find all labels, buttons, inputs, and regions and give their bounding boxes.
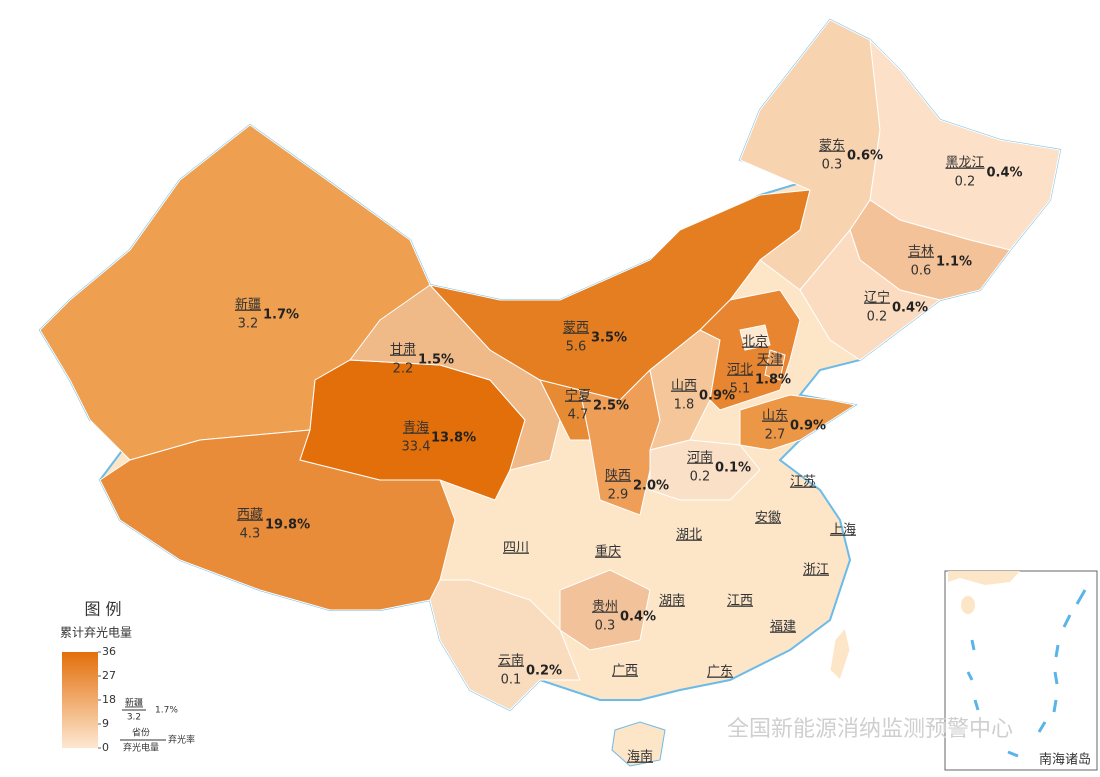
province-name: 四川 xyxy=(503,541,529,556)
province-amount: 2.9 xyxy=(608,488,629,503)
legend-tick-label: 36 xyxy=(102,645,116,658)
province-rate: 1.5% xyxy=(418,353,454,368)
province-rate: 13.8% xyxy=(431,431,476,446)
province xyxy=(764,349,786,381)
province-name: 浙江 xyxy=(803,563,829,578)
province-name: 安徽 xyxy=(755,511,781,526)
province-name: 湖南 xyxy=(659,593,685,609)
province xyxy=(799,228,942,361)
province-name: 福建 xyxy=(770,620,796,635)
province-amount: 0.2 xyxy=(955,175,976,190)
province-name: 上海 xyxy=(830,523,856,538)
legend-sample-province: 新疆 xyxy=(125,697,143,709)
province xyxy=(349,284,561,471)
province xyxy=(539,379,591,441)
legend-subtitle: 累计弃光电量 xyxy=(60,625,132,640)
province-amount: 2.7 xyxy=(765,428,786,443)
province-amount: 2.2 xyxy=(393,362,414,377)
province-rate: 0.4% xyxy=(987,166,1023,181)
province-rate: 0.6% xyxy=(847,149,883,164)
province-rate: 0.9% xyxy=(790,419,826,434)
taiwan xyxy=(829,626,851,681)
legend-tick-label: 27 xyxy=(102,669,116,682)
legend-title: 图 例 xyxy=(84,600,121,619)
province-name: 河北 xyxy=(727,363,753,378)
legend-tick-label: 0 xyxy=(102,741,109,754)
province-amount: 0.3 xyxy=(822,158,843,173)
legend-key-province: 省份 xyxy=(132,727,150,739)
legend-tick-label: 18 xyxy=(102,693,116,706)
province xyxy=(739,324,771,351)
province xyxy=(739,394,857,451)
inset-islands xyxy=(966,589,1087,758)
province-amount: 0.2 xyxy=(867,310,888,325)
inset-land xyxy=(948,571,1020,585)
legend-key-amount: 弃光电量 xyxy=(123,742,159,754)
province xyxy=(649,439,761,501)
province-name: 江西 xyxy=(727,594,753,609)
province-amount: 3.2 xyxy=(238,317,259,332)
province-name: 甘肃 xyxy=(390,343,416,358)
province-name: 海南 xyxy=(627,749,653,765)
province-name: 湖北 xyxy=(676,528,702,543)
province-name: 广东 xyxy=(707,665,733,680)
province-name: 江苏 xyxy=(790,474,816,490)
province-rate: 1.7% xyxy=(263,308,299,323)
province-amount: 4.7 xyxy=(568,408,589,423)
province-rate: 3.5% xyxy=(591,331,627,346)
province-name: 山西 xyxy=(671,379,697,394)
province-name: 蒙东 xyxy=(819,139,845,154)
province-amount: 5.6 xyxy=(566,340,587,355)
province-name: 山东 xyxy=(762,409,788,424)
legend-sample-amount: 3.2 xyxy=(127,713,141,723)
province-rate: 19.8% xyxy=(265,518,310,533)
province-name: 重庆 xyxy=(595,544,621,560)
province-amount: 5.1 xyxy=(730,382,751,397)
province-rate: 1.8% xyxy=(755,373,791,388)
watermark: 全国新能源消纳监测预警中心 xyxy=(727,717,1013,742)
province-name: 吉林 xyxy=(908,245,934,260)
legend-scale xyxy=(62,652,98,748)
province-amount: 0.6 xyxy=(911,264,932,279)
province-name: 北京 xyxy=(742,335,768,350)
legend-key-rate: 弃光率 xyxy=(168,734,195,746)
province xyxy=(429,579,581,711)
province-rate: 0.4% xyxy=(620,610,656,625)
province-name: 宁夏 xyxy=(565,388,591,404)
province-name: 云南 xyxy=(498,653,524,669)
province-name: 天津 xyxy=(757,353,783,368)
province-amount: 33.4 xyxy=(402,440,431,455)
province-name: 西藏 xyxy=(237,508,263,523)
province-name: 黑龙江 xyxy=(945,156,984,171)
province-amount: 0.3 xyxy=(595,619,616,634)
province-rate: 2.0% xyxy=(633,479,669,494)
province-name: 蒙西 xyxy=(563,321,589,336)
province-name: 广西 xyxy=(612,664,638,679)
inset-island xyxy=(961,596,975,614)
province-rate: 0.4% xyxy=(892,301,928,316)
hainan xyxy=(611,721,666,767)
province-name: 贵州 xyxy=(592,600,618,615)
province-rate: 1.1% xyxy=(936,255,972,270)
province-rate: 0.9% xyxy=(699,389,735,404)
province-amount: 1.8 xyxy=(674,398,695,413)
legend-sample-rate: 1.7% xyxy=(155,706,178,716)
province xyxy=(869,38,1061,251)
province xyxy=(699,289,801,411)
province-rate: 0.2% xyxy=(526,664,562,679)
legend-tick-label: 9 xyxy=(102,717,109,730)
province-name: 辽宁 xyxy=(864,290,890,306)
province-name: 陕西 xyxy=(605,469,631,484)
province-name: 青海 xyxy=(403,421,429,436)
province-amount: 4.3 xyxy=(240,527,261,542)
province-amount: 0.2 xyxy=(690,470,711,485)
province-name: 河南 xyxy=(687,450,713,466)
inset-label: 南海诸岛 xyxy=(1039,752,1091,768)
province-name: 新疆 xyxy=(235,297,261,313)
province-rate: 0.1% xyxy=(715,461,751,476)
province-amount: 0.1 xyxy=(501,673,522,688)
province-rate: 2.5% xyxy=(593,399,629,414)
